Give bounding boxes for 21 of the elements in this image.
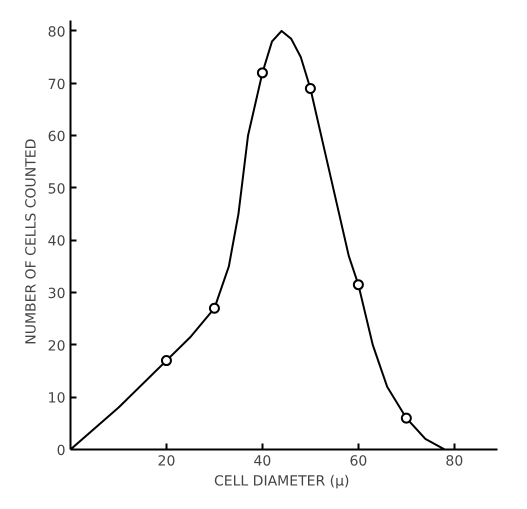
y-tick-label: 70 bbox=[48, 76, 66, 93]
y-tick-label: 20 bbox=[48, 338, 66, 354]
y-axis-title: NUMBER OF CELLS COUNTED bbox=[24, 138, 40, 345]
point bbox=[352, 279, 364, 290]
y-tick-label: 80 bbox=[48, 24, 66, 40]
x-axis-title: CELL DIAMETER (μ) bbox=[214, 474, 350, 490]
point bbox=[400, 412, 412, 424]
y-tick-label: 10 bbox=[48, 390, 66, 407]
point bbox=[208, 302, 220, 314]
point bbox=[160, 355, 172, 366]
point bbox=[256, 67, 268, 78]
point bbox=[304, 83, 316, 94]
y-tick-label: 40 bbox=[48, 234, 66, 250]
y-tick-label: 50 bbox=[48, 181, 66, 198]
x-tick-label: 40 bbox=[254, 454, 272, 470]
y-tick-label: 60 bbox=[48, 129, 66, 146]
x-tick-label: 80 bbox=[445, 454, 464, 470]
y-tick-label: 30 bbox=[48, 286, 66, 302]
y-tick-label: 0 bbox=[56, 443, 66, 459]
x-tick-label: 20 bbox=[158, 454, 176, 470]
x-tick-label: 60 bbox=[349, 454, 368, 470]
